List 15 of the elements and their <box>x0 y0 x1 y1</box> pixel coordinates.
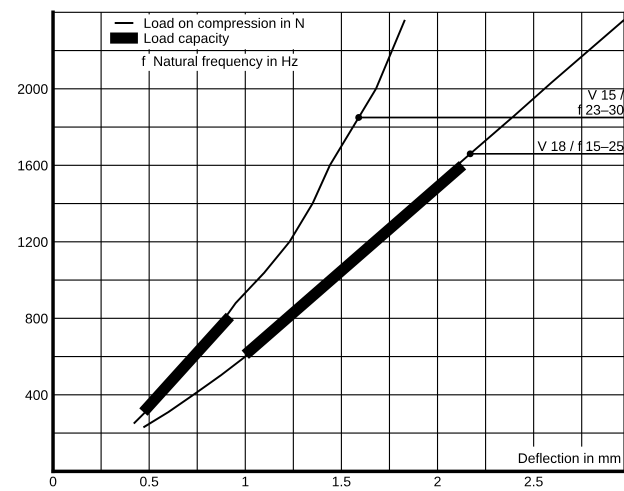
legend-label: Load capacity <box>144 32 230 46</box>
x-tick-label: 0.5 <box>140 476 158 486</box>
annotation: f Natural frequency in Hz <box>142 56 298 69</box>
x-tick-label: 2.5 <box>524 476 543 486</box>
y-tick-label: 2000 <box>18 84 48 94</box>
x-tick-label: 2 <box>434 476 441 486</box>
y-tick-label: 1200 <box>18 237 48 247</box>
y-tick-label: 400 <box>25 390 48 400</box>
x-tick-label: 0 <box>50 476 56 486</box>
x-tick-label: 1.5 <box>332 476 350 486</box>
x-axis-title: Deflection in mm <box>518 452 620 464</box>
legend-label: Load on compression in N <box>144 18 304 31</box>
x-tick-label: 1 <box>242 476 248 486</box>
y-tick-label: 1600 <box>18 160 48 170</box>
y-tick-label: 800 <box>26 314 48 324</box>
